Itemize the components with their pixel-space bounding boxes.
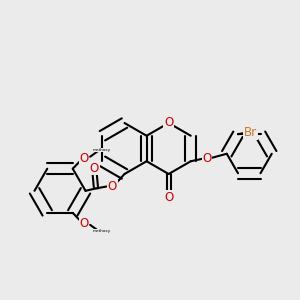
Text: methoxy: methoxy [93,148,111,152]
Text: methoxy: methoxy [93,230,111,233]
Text: O: O [164,190,173,204]
Text: O: O [90,162,99,175]
Text: O: O [80,152,89,165]
Text: Br: Br [244,126,257,139]
Text: O: O [164,116,173,130]
Text: O: O [108,179,117,193]
Text: O: O [80,217,89,230]
Text: O: O [202,152,212,165]
